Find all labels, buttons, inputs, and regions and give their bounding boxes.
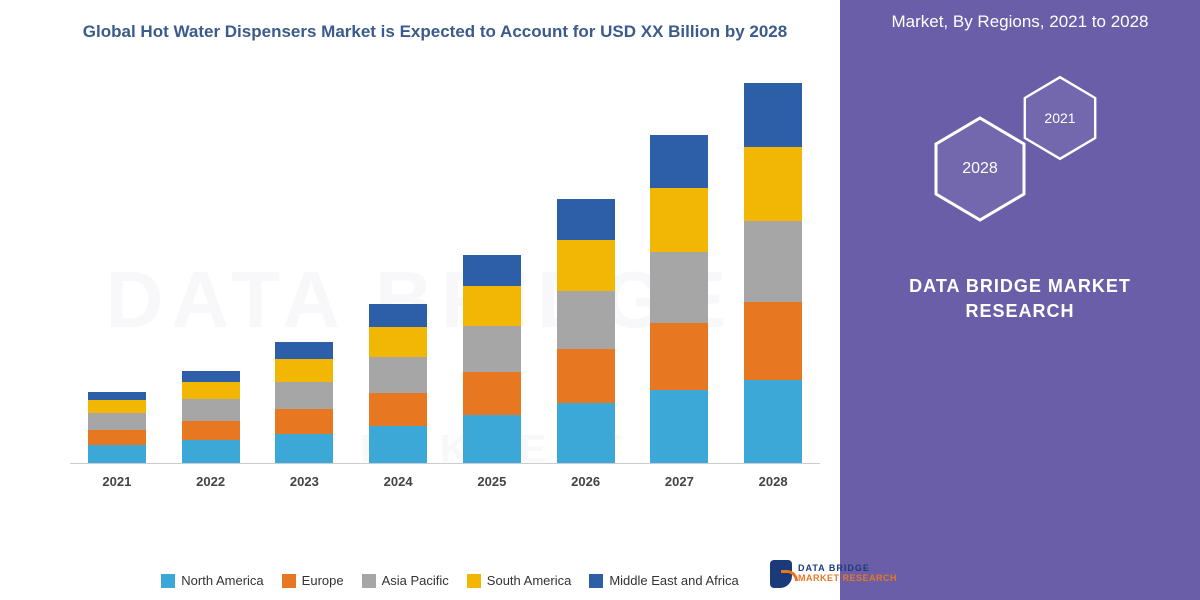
bar-stack [650, 135, 708, 463]
bar-segment [557, 291, 615, 349]
hexagon-label-small: 2021 [1044, 110, 1075, 126]
bar-segment [275, 434, 333, 463]
bar-stack [88, 392, 146, 463]
bar-stack [744, 83, 802, 463]
bar-segment [88, 400, 146, 413]
bar-segment [650, 390, 708, 463]
bar-group [263, 342, 346, 462]
bar-segment [650, 252, 708, 323]
bar-stack [182, 371, 240, 463]
hexagon-label-large: 2028 [962, 160, 998, 178]
bar-segment [463, 286, 521, 326]
bar-segment [744, 147, 802, 221]
bar-segment [182, 421, 240, 440]
bar-segment [650, 323, 708, 391]
bar-group [732, 83, 815, 463]
bar-segment [744, 221, 802, 302]
bar-segment [182, 399, 240, 420]
bar-group [638, 135, 721, 463]
x-tick-label: 2028 [732, 474, 815, 489]
bar-segment [182, 440, 240, 463]
bar-stack [557, 199, 615, 463]
bar-segment [275, 342, 333, 358]
bar-segment [557, 199, 615, 240]
bar-segment [463, 372, 521, 415]
logo-icon [770, 560, 792, 588]
bar-segment [463, 326, 521, 372]
bar-segment [744, 302, 802, 380]
bar-group [169, 371, 252, 463]
bar-group [76, 392, 159, 463]
bar-segment [88, 445, 146, 463]
bar-segment [557, 403, 615, 462]
bar-segment [182, 382, 240, 399]
hexagon-graphic: 2028 2021 [920, 64, 1120, 244]
bar-segment [557, 240, 615, 291]
bar-segment [369, 426, 427, 463]
brand-text: DATA BRIDGE MARKET RESEARCH [860, 274, 1180, 324]
x-tick-label: 2026 [544, 474, 627, 489]
bar-group [357, 304, 440, 463]
bar-segment [88, 413, 146, 429]
hexagon-2028: 2028 [930, 114, 1030, 224]
x-tick-label: 2025 [451, 474, 534, 489]
chart-area: 2021 2022 2023 2024 2025 2026 2027 2028 [70, 74, 820, 494]
chart-panel: Global Hot Water Dispensers Market is Ex… [0, 0, 840, 600]
logo-text: DATA BRIDGE MARKET RESEARCH [798, 564, 897, 584]
bar-segment [557, 349, 615, 403]
bar-segment [463, 415, 521, 463]
bar-segment [369, 304, 427, 327]
x-tick-label: 2027 [638, 474, 721, 489]
bar-segment [88, 430, 146, 445]
bar-stack [463, 255, 521, 463]
bar-segment [650, 188, 708, 252]
x-tick-label: 2024 [357, 474, 440, 489]
right-panel-title: Market, By Regions, 2021 to 2028 [891, 10, 1148, 34]
bar-group [451, 255, 534, 463]
bar-segment [275, 409, 333, 434]
right-panel: Market, By Regions, 2021 to 2028 2028 20… [840, 0, 1200, 600]
chart-title: Global Hot Water Dispensers Market is Ex… [60, 20, 810, 44]
x-axis-labels: 2021 2022 2023 2024 2025 2026 2027 2028 [70, 474, 820, 489]
x-tick-label: 2023 [263, 474, 346, 489]
hexagon-2021: 2021 [1020, 74, 1100, 162]
bar-segment [182, 371, 240, 383]
bar-segment [744, 380, 802, 462]
bar-segment [650, 135, 708, 188]
x-tick-label: 2022 [169, 474, 252, 489]
bar-segment [369, 357, 427, 392]
bar-segment [369, 393, 427, 426]
bar-segment [275, 382, 333, 409]
databridge-logo: DATA BRIDGE MARKET RESEARCH [770, 560, 897, 588]
bar-segment [275, 359, 333, 382]
bar-group [544, 199, 627, 463]
bars-container [70, 84, 820, 464]
bar-segment [744, 83, 802, 147]
x-tick-label: 2021 [76, 474, 159, 489]
bar-segment [369, 327, 427, 357]
bar-segment [463, 255, 521, 286]
bar-stack [369, 304, 427, 463]
bar-segment [88, 392, 146, 400]
bar-stack [275, 342, 333, 462]
logo-line2: MARKET RESEARCH [798, 574, 897, 584]
